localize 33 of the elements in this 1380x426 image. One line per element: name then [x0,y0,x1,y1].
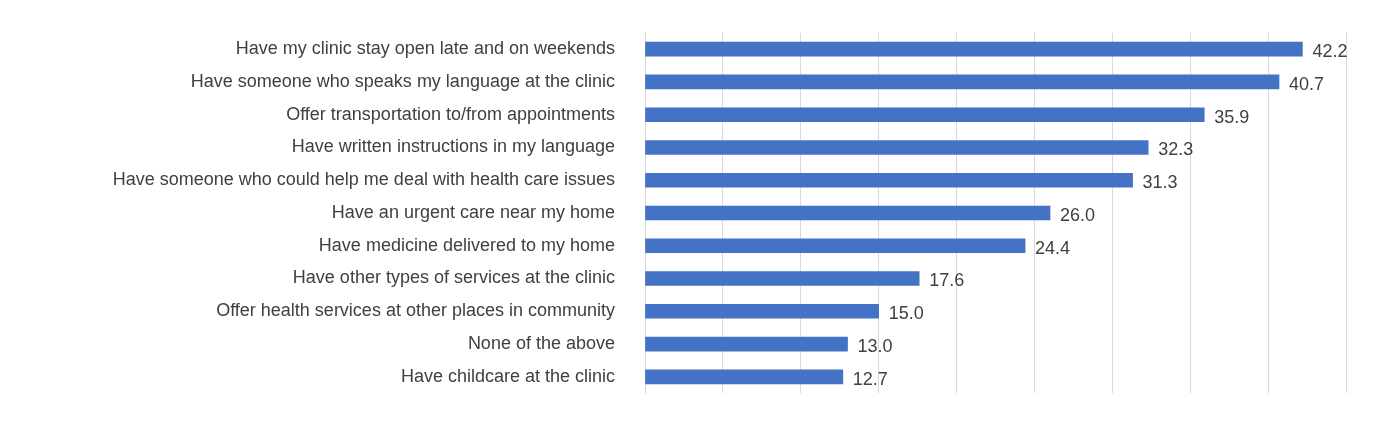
data-label: 12.7 [852,368,888,389]
y-tick-label: Have my clinic stay open late and on weekends [235,38,615,59]
y-tick-label: Have an urgent care near my home [331,201,615,222]
y-tick-label: Have medicine delivered to my home [318,234,615,255]
y-tick-label: Offer health services at other places in community [216,300,615,321]
y-tick-label: Have someone who speaks my language at the clinic [190,70,615,91]
bar [645,140,1149,155]
bar [645,74,1280,90]
data-label: 24.4 [1035,237,1071,258]
data-label: 15.0 [888,303,924,324]
bar [645,41,1303,57]
bar [645,238,1026,254]
y-tick-label: Offer transportation to/from appointments [286,103,615,124]
data-label: 31.3 [1142,172,1178,193]
data-label: 26.0 [1060,204,1096,225]
bar [645,336,848,352]
bar [645,271,920,286]
bar [645,205,1051,221]
y-tick-label: Have other types of services at the clinic [292,267,615,288]
data-label: 13.0 [857,336,893,357]
y-tick-label: Have childcare at the clinic [400,365,615,386]
data-label: 42.2 [1312,41,1348,62]
data-label: 40.7 [1289,73,1325,94]
data-label: 32.3 [1158,139,1194,160]
bar [645,172,1133,188]
bar [645,369,844,385]
bar [645,107,1205,123]
data-label: 17.6 [929,270,965,291]
bar [645,303,879,319]
y-tick-label: None of the above [467,333,615,354]
data-label: 35.9 [1214,106,1250,127]
y-tick-label: Have someone who could help me deal with health care issues [112,169,615,190]
y-tick-label: Have written instructions in my language [291,136,615,157]
